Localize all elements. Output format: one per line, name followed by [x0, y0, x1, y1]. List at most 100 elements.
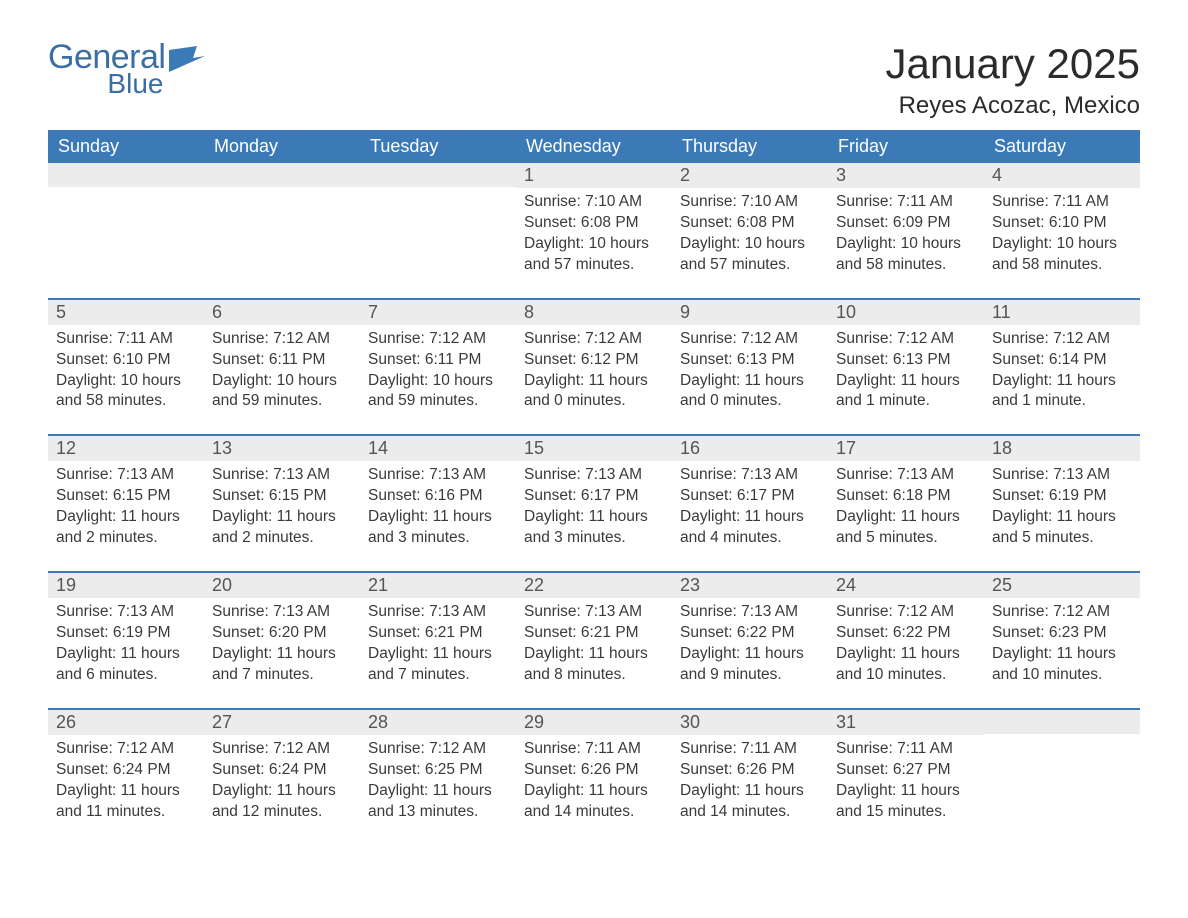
calendar-day: 10Sunrise: 7:12 AMSunset: 6:13 PMDayligh… — [828, 299, 984, 436]
day-detail-line: Daylight: 11 hours and 9 minutes. — [680, 644, 820, 686]
calendar-day: 16Sunrise: 7:13 AMSunset: 6:17 PMDayligh… — [672, 435, 828, 572]
calendar-day: 8Sunrise: 7:12 AMSunset: 6:12 PMDaylight… — [516, 299, 672, 436]
day-number — [360, 163, 516, 187]
day-details: Sunrise: 7:11 AMSunset: 6:26 PMDaylight:… — [672, 735, 828, 845]
day-detail-line: Sunset: 6:22 PM — [836, 623, 976, 644]
day-detail-line: Sunset: 6:10 PM — [56, 350, 196, 371]
day-detail-line: Sunrise: 7:13 AM — [680, 465, 820, 486]
day-detail-line: Sunset: 6:15 PM — [212, 486, 352, 507]
day-details: Sunrise: 7:12 AMSunset: 6:14 PMDaylight:… — [984, 325, 1140, 435]
day-detail-line: Sunrise: 7:11 AM — [992, 192, 1132, 213]
weekday-header: Wednesday — [516, 130, 672, 163]
day-detail-line: Sunset: 6:19 PM — [56, 623, 196, 644]
day-details: Sunrise: 7:13 AMSunset: 6:19 PMDaylight:… — [984, 461, 1140, 571]
day-detail-line: Sunrise: 7:11 AM — [680, 739, 820, 760]
day-detail-line: Sunrise: 7:10 AM — [680, 192, 820, 213]
day-detail-line: Sunrise: 7:11 AM — [836, 192, 976, 213]
day-detail-line: Sunrise: 7:13 AM — [212, 465, 352, 486]
day-detail-line: Daylight: 11 hours and 14 minutes. — [680, 781, 820, 823]
calendar-day-empty — [984, 709, 1140, 845]
day-details: Sunrise: 7:12 AMSunset: 6:11 PMDaylight:… — [204, 325, 360, 435]
day-number: 3 — [828, 163, 984, 188]
day-details: Sunrise: 7:12 AMSunset: 6:11 PMDaylight:… — [360, 325, 516, 435]
day-detail-line: Daylight: 11 hours and 8 minutes. — [524, 644, 664, 686]
day-details: Sunrise: 7:10 AMSunset: 6:08 PMDaylight:… — [672, 188, 828, 298]
day-number: 29 — [516, 710, 672, 735]
day-number: 22 — [516, 573, 672, 598]
day-detail-line: Sunrise: 7:12 AM — [212, 329, 352, 350]
day-details: Sunrise: 7:12 AMSunset: 6:24 PMDaylight:… — [48, 735, 204, 845]
day-number: 9 — [672, 300, 828, 325]
day-details: Sunrise: 7:10 AMSunset: 6:08 PMDaylight:… — [516, 188, 672, 298]
day-number: 1 — [516, 163, 672, 188]
day-details: Sunrise: 7:13 AMSunset: 6:15 PMDaylight:… — [204, 461, 360, 571]
calendar-day: 2Sunrise: 7:10 AMSunset: 6:08 PMDaylight… — [672, 163, 828, 299]
weekday-header: Monday — [204, 130, 360, 163]
day-detail-line: Sunrise: 7:12 AM — [992, 329, 1132, 350]
day-detail-line: Sunset: 6:11 PM — [212, 350, 352, 371]
day-detail-line: Daylight: 11 hours and 12 minutes. — [212, 781, 352, 823]
day-detail-line: Sunset: 6:25 PM — [368, 760, 508, 781]
day-details: Sunrise: 7:12 AMSunset: 6:12 PMDaylight:… — [516, 325, 672, 435]
day-detail-line: Sunrise: 7:13 AM — [524, 602, 664, 623]
logo-text: General Blue — [48, 40, 165, 98]
day-detail-line: Sunset: 6:21 PM — [368, 623, 508, 644]
calendar-day: 12Sunrise: 7:13 AMSunset: 6:15 PMDayligh… — [48, 435, 204, 572]
calendar-day: 21Sunrise: 7:13 AMSunset: 6:21 PMDayligh… — [360, 572, 516, 709]
day-detail-line: Sunrise: 7:13 AM — [524, 465, 664, 486]
calendar-header-row: SundayMondayTuesdayWednesdayThursdayFrid… — [48, 130, 1140, 163]
day-detail-line: Sunset: 6:24 PM — [56, 760, 196, 781]
calendar-day: 9Sunrise: 7:12 AMSunset: 6:13 PMDaylight… — [672, 299, 828, 436]
day-detail-line: Sunrise: 7:13 AM — [680, 602, 820, 623]
calendar-day: 29Sunrise: 7:11 AMSunset: 6:26 PMDayligh… — [516, 709, 672, 845]
day-details: Sunrise: 7:13 AMSunset: 6:17 PMDaylight:… — [516, 461, 672, 571]
day-number: 30 — [672, 710, 828, 735]
day-number: 12 — [48, 436, 204, 461]
day-number: 7 — [360, 300, 516, 325]
flag-icon — [169, 46, 205, 72]
day-detail-line: Daylight: 10 hours and 57 minutes. — [680, 234, 820, 276]
calendar-week: 1Sunrise: 7:10 AMSunset: 6:08 PMDaylight… — [48, 163, 1140, 299]
day-number: 14 — [360, 436, 516, 461]
day-detail-line: Sunset: 6:21 PM — [524, 623, 664, 644]
day-detail-line: Daylight: 11 hours and 10 minutes. — [836, 644, 976, 686]
day-detail-line: Sunset: 6:26 PM — [524, 760, 664, 781]
day-detail-line: Sunset: 6:16 PM — [368, 486, 508, 507]
day-detail-line: Sunset: 6:12 PM — [524, 350, 664, 371]
calendar-day: 25Sunrise: 7:12 AMSunset: 6:23 PMDayligh… — [984, 572, 1140, 709]
day-detail-line: Sunset: 6:26 PM — [680, 760, 820, 781]
calendar-day: 4Sunrise: 7:11 AMSunset: 6:10 PMDaylight… — [984, 163, 1140, 299]
day-detail-line: Daylight: 11 hours and 0 minutes. — [680, 371, 820, 413]
day-detail-line: Sunrise: 7:11 AM — [836, 739, 976, 760]
day-number: 28 — [360, 710, 516, 735]
calendar-day: 28Sunrise: 7:12 AMSunset: 6:25 PMDayligh… — [360, 709, 516, 845]
day-detail-line: Daylight: 10 hours and 59 minutes. — [368, 371, 508, 413]
day-detail-line: Daylight: 10 hours and 58 minutes. — [56, 371, 196, 413]
day-details — [204, 187, 360, 283]
day-detail-line: Daylight: 11 hours and 10 minutes. — [992, 644, 1132, 686]
day-detail-line: Sunset: 6:13 PM — [836, 350, 976, 371]
day-detail-line: Daylight: 11 hours and 1 minute. — [992, 371, 1132, 413]
calendar-day: 19Sunrise: 7:13 AMSunset: 6:19 PMDayligh… — [48, 572, 204, 709]
day-detail-line: Sunrise: 7:10 AM — [524, 192, 664, 213]
day-detail-line: Sunset: 6:14 PM — [992, 350, 1132, 371]
calendar-day: 31Sunrise: 7:11 AMSunset: 6:27 PMDayligh… — [828, 709, 984, 845]
day-number: 8 — [516, 300, 672, 325]
calendar-day-empty — [360, 163, 516, 299]
weekday-header: Sunday — [48, 130, 204, 163]
calendar-day: 13Sunrise: 7:13 AMSunset: 6:15 PMDayligh… — [204, 435, 360, 572]
day-number: 2 — [672, 163, 828, 188]
calendar-day-empty — [48, 163, 204, 299]
day-detail-line: Daylight: 11 hours and 0 minutes. — [524, 371, 664, 413]
day-detail-line: Daylight: 11 hours and 1 minute. — [836, 371, 976, 413]
day-details: Sunrise: 7:13 AMSunset: 6:18 PMDaylight:… — [828, 461, 984, 571]
weekday-header: Tuesday — [360, 130, 516, 163]
calendar-day: 26Sunrise: 7:12 AMSunset: 6:24 PMDayligh… — [48, 709, 204, 845]
day-detail-line: Daylight: 11 hours and 7 minutes. — [368, 644, 508, 686]
calendar-day: 27Sunrise: 7:12 AMSunset: 6:24 PMDayligh… — [204, 709, 360, 845]
day-details: Sunrise: 7:13 AMSunset: 6:15 PMDaylight:… — [48, 461, 204, 571]
day-details: Sunrise: 7:12 AMSunset: 6:13 PMDaylight:… — [828, 325, 984, 435]
day-detail-line: Sunrise: 7:13 AM — [836, 465, 976, 486]
day-number: 4 — [984, 163, 1140, 188]
month-title: January 2025 — [885, 40, 1140, 88]
